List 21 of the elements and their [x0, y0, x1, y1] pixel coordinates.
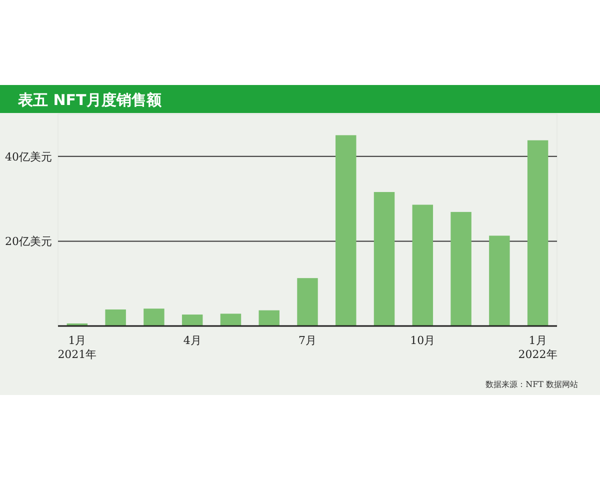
x-tick-label: 1月 2022年 [518, 334, 558, 361]
source-note: 数据来源：NFT 数据网站 [486, 380, 578, 389]
bar [489, 236, 510, 326]
x-tick-label: 1月 2021年 [58, 334, 97, 361]
chart-title: 表五 NFT月度销售额 [17, 91, 162, 109]
y-tick-label: 20亿美元 [5, 235, 52, 248]
bar [527, 140, 548, 326]
x-tick-label: 10月 [410, 334, 436, 347]
bar [144, 308, 164, 326]
x-tick-label: 4月 [183, 334, 202, 347]
bar [220, 314, 242, 326]
y-tick-label: 40亿美元 [5, 150, 52, 164]
bar [297, 278, 318, 326]
bar [105, 309, 126, 326]
bar [258, 310, 280, 326]
bar [182, 314, 203, 326]
x-tick-label: 7月 [298, 334, 316, 347]
bar [374, 192, 395, 326]
bar [412, 204, 434, 326]
bar [450, 212, 472, 326]
bar [336, 135, 356, 326]
